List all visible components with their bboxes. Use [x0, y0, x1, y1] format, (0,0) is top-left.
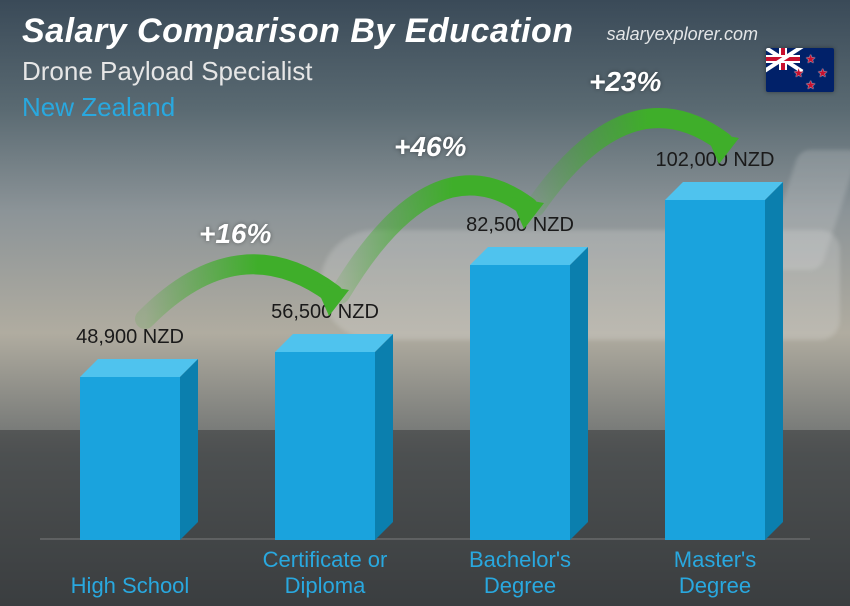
source-watermark: salaryexplorer.com — [607, 24, 758, 45]
increase-percent-label: +46% — [394, 131, 466, 163]
bar-front-face — [275, 352, 375, 540]
category-label: Certificate orDiploma — [230, 547, 420, 598]
bar-front-face — [80, 377, 180, 540]
increase-percent-label: +16% — [199, 218, 271, 250]
country-label: New Zealand — [22, 92, 175, 123]
category-label: Bachelor'sDegree — [425, 547, 615, 598]
bar-front-face — [665, 200, 765, 540]
category-label: Master'sDegree — [620, 547, 810, 598]
infographic-stage: Salary Comparison By Education Drone Pay… — [0, 0, 850, 606]
bar-3d — [275, 352, 375, 540]
bar-side-face — [765, 182, 783, 540]
bar-top-face — [80, 359, 198, 377]
bar-side-face — [180, 359, 198, 540]
bar-chart: 48,900 NZDHigh School56,500 NZDCertifica… — [40, 140, 810, 540]
page-title: Salary Comparison By Education — [22, 12, 574, 51]
bar-3d — [665, 200, 765, 540]
nz-flag-icon: ★ ★ ★ ★ — [766, 48, 834, 92]
page-subtitle: Drone Payload Specialist — [22, 56, 313, 87]
increase-percent-label: +23% — [589, 66, 661, 98]
category-label: High School — [35, 573, 225, 598]
bar-3d — [80, 377, 180, 540]
bar-side-face — [570, 247, 588, 540]
bar-side-face — [375, 334, 393, 540]
